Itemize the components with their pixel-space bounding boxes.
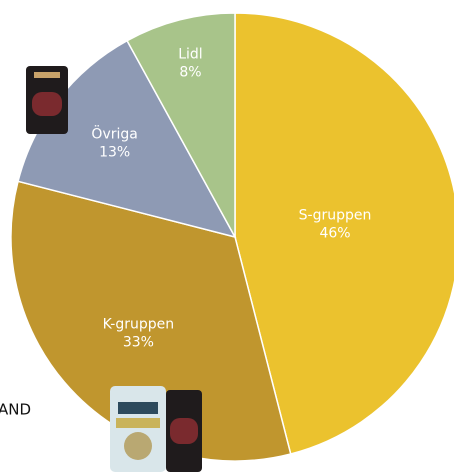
pie-labels: S-gruppen 46% K-gruppen 33% Övriga 13% Lidl 8% (91, 46, 371, 350)
partial-text: AND (0, 401, 31, 419)
slice-name: S-gruppen (299, 207, 372, 223)
slice-name: Lidl (178, 46, 202, 62)
slice-value-label: 33% (123, 335, 154, 351)
slice-value-label: 46% (319, 225, 350, 241)
pie-slice (126, 12, 236, 238)
pie-slice (10, 180, 292, 462)
slice-value-label: 13% (99, 145, 130, 161)
slice-value-label: 8% (179, 64, 201, 80)
slice-name: Övriga (91, 125, 137, 143)
pie (10, 12, 454, 462)
product-image (26, 66, 68, 134)
product-image (110, 386, 202, 472)
pie-slice (234, 12, 454, 455)
slice-name: K-gruppen (103, 317, 175, 333)
